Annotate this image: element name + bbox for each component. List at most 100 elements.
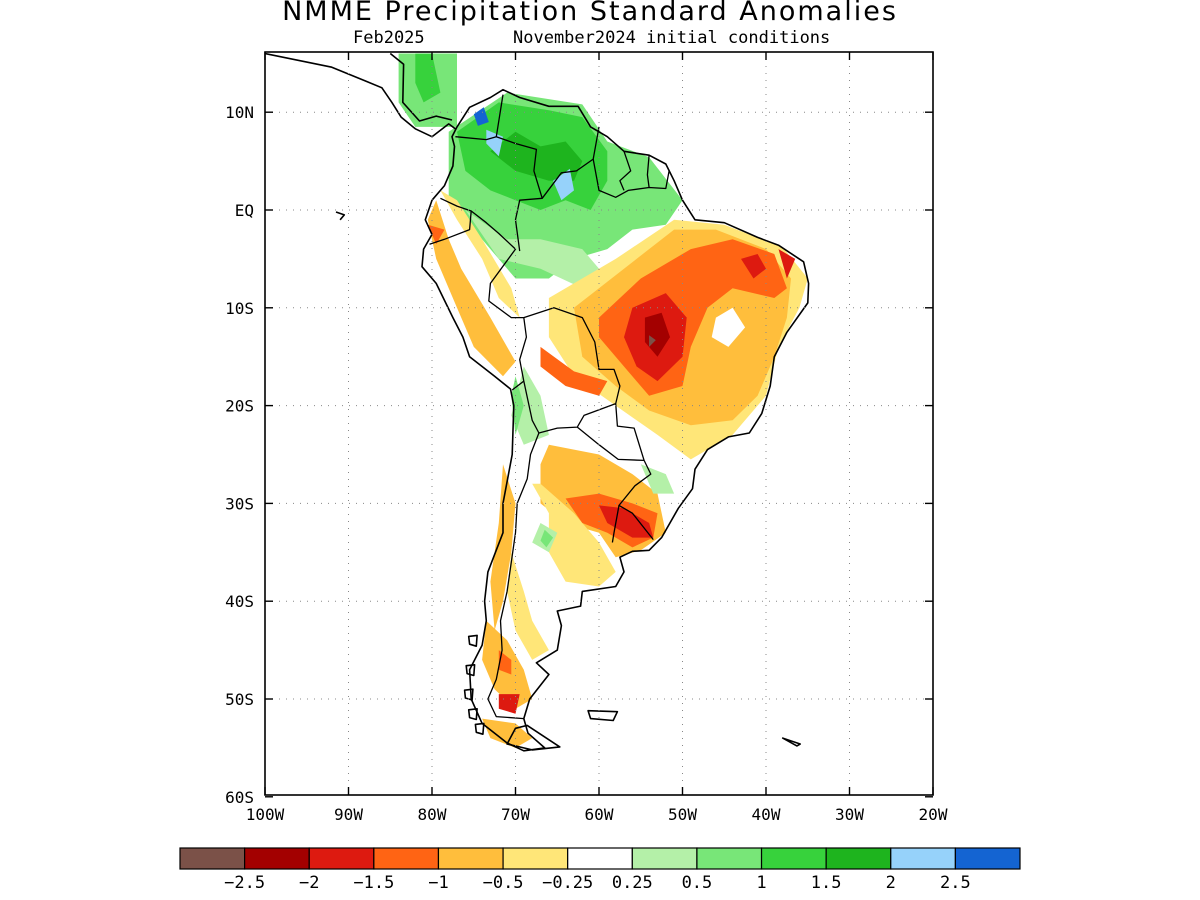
colorbar-swatch xyxy=(437,847,504,870)
colorbar-label: −0.5 xyxy=(483,873,524,893)
colorbar-swatch xyxy=(567,847,633,870)
colorbar-label: 1 xyxy=(756,873,766,893)
valid-month-label: Feb2025 xyxy=(353,28,425,48)
tierra-del-fuego-coast xyxy=(506,724,561,751)
amazon-light-wet xyxy=(465,210,616,289)
aysen-drier xyxy=(498,650,512,675)
axis-ticks: 100W 90W 80W 70W 60W 50W 40W 30W 20W 10N EQ 10S 20S 3… xyxy=(225,52,948,824)
national-border-4 xyxy=(619,151,632,191)
national-border-7 xyxy=(470,210,528,391)
lat-tick-label: 10S xyxy=(225,299,254,318)
chile-island-3 xyxy=(467,707,478,721)
colorbar-label: 1.5 xyxy=(811,873,842,893)
national-border-8 xyxy=(523,307,621,404)
colorbar-label: −1.5 xyxy=(353,873,394,893)
colorbar-label: 2 xyxy=(886,873,896,893)
map-title: NMME Precipitation Standard Anomalies xyxy=(282,0,898,27)
altiplano-light-wet xyxy=(511,366,549,445)
coastlines-and-borders xyxy=(265,52,810,752)
colorbar-swatch xyxy=(825,847,892,870)
colorbar-label: 2.5 xyxy=(940,873,971,893)
lon-tick-label: 30W xyxy=(835,805,864,824)
ne-brazil-normal xyxy=(711,307,746,347)
colorbar-label: 0.5 xyxy=(682,873,713,893)
national-border-13 xyxy=(611,505,620,543)
national-border-9 xyxy=(523,380,616,434)
colorbar-swatch xyxy=(760,847,827,870)
colombia-very-wet-a xyxy=(486,129,503,157)
colorbar-swatch xyxy=(373,847,440,870)
peru-coast-dry xyxy=(427,200,516,377)
ne-tip-very-dry xyxy=(778,249,796,279)
colorbar-swatch xyxy=(244,847,310,870)
lat-tick-label: 60S xyxy=(225,788,254,807)
national-border-11 xyxy=(615,403,645,461)
national-border-12 xyxy=(618,460,654,541)
colorbar-swatch xyxy=(696,847,763,870)
colorbar: −2.5 −2 −1.5 −1 −0.5 −0.25 0.25 0.5 1 1.5 2 2.5 xyxy=(179,847,1021,893)
central-america-pacific-coast xyxy=(265,52,456,138)
lon-tick-label: 60W xyxy=(585,805,614,824)
colorbar-label: −0.25 xyxy=(542,873,593,893)
lon-tick-label: 80W xyxy=(418,805,447,824)
magallanes-very-dry xyxy=(498,694,520,714)
lat-tick-label: EQ xyxy=(235,201,254,220)
venezuela-very-wet xyxy=(553,168,574,201)
mato-grosso-severe-dry xyxy=(644,312,670,357)
colorbar-swatch xyxy=(954,847,1021,870)
graticule-grid xyxy=(265,52,933,795)
cuyo-wet xyxy=(540,529,554,548)
uruguay-very-dry xyxy=(599,505,654,538)
venezuela-core xyxy=(490,131,583,181)
colorbar-swatch xyxy=(890,847,956,870)
falklands-coast xyxy=(587,709,619,722)
lon-tick-label: 40W xyxy=(752,805,781,824)
national-border-10 xyxy=(576,426,645,462)
ecuador-dry-core xyxy=(427,224,445,245)
national-border-14 xyxy=(487,432,540,720)
lon-tick-label: 70W xyxy=(501,805,530,824)
lon-tick-label: 90W xyxy=(334,805,363,824)
central-america-wetter xyxy=(415,53,441,103)
chile-island-1 xyxy=(465,663,476,677)
lat-tick-label: 30S xyxy=(225,494,254,513)
colorbar-swatch xyxy=(502,847,569,870)
chile-island-2 xyxy=(463,688,474,701)
central-america-base xyxy=(265,53,456,137)
colorbar-label: −2 xyxy=(299,873,319,893)
colorbar-label: −1 xyxy=(428,873,448,893)
south-america-coastline xyxy=(421,88,810,752)
lon-tick-label: 50W xyxy=(668,805,697,824)
lat-tick-label: 20S xyxy=(225,397,254,416)
ecuador-light-dry xyxy=(440,190,520,318)
galapagos-coast xyxy=(335,211,346,221)
national-border-1 xyxy=(496,136,543,252)
colombia-extreme-wet xyxy=(473,107,489,126)
initial-conditions-label: November2024 initial conditions xyxy=(513,28,831,48)
ne-brazil-very-dry xyxy=(741,254,766,279)
south-georgia-coast xyxy=(781,737,802,747)
bolivia-dry xyxy=(540,346,608,396)
national-border-5 xyxy=(646,155,650,188)
anomaly-field xyxy=(265,53,809,751)
national-border-0 xyxy=(455,94,504,141)
pampas-light-dry xyxy=(532,483,616,587)
tierra-del-fuego-dry xyxy=(482,718,533,748)
central-chile-dry xyxy=(490,464,516,631)
colorbar-label: −2.5 xyxy=(224,873,265,893)
lon-tick-label: 100W xyxy=(246,805,285,824)
chile-island-0 xyxy=(467,634,478,648)
national-border-2 xyxy=(541,126,600,199)
chile-island-4 xyxy=(474,722,485,736)
lat-tick-label: 40S xyxy=(225,592,254,611)
mato-grosso-extreme-dry xyxy=(649,335,656,347)
lat-tick-label: 50S xyxy=(225,690,254,709)
central-america-caribbean-coast xyxy=(389,52,453,122)
national-border-3 xyxy=(592,158,670,198)
lat-tick-label: 10N xyxy=(225,103,254,122)
colorbar-label: 0.25 xyxy=(612,873,653,893)
colorbar-swatch xyxy=(631,847,698,870)
colorbar-swatch xyxy=(179,847,246,870)
colorbar-swatch xyxy=(308,847,375,870)
